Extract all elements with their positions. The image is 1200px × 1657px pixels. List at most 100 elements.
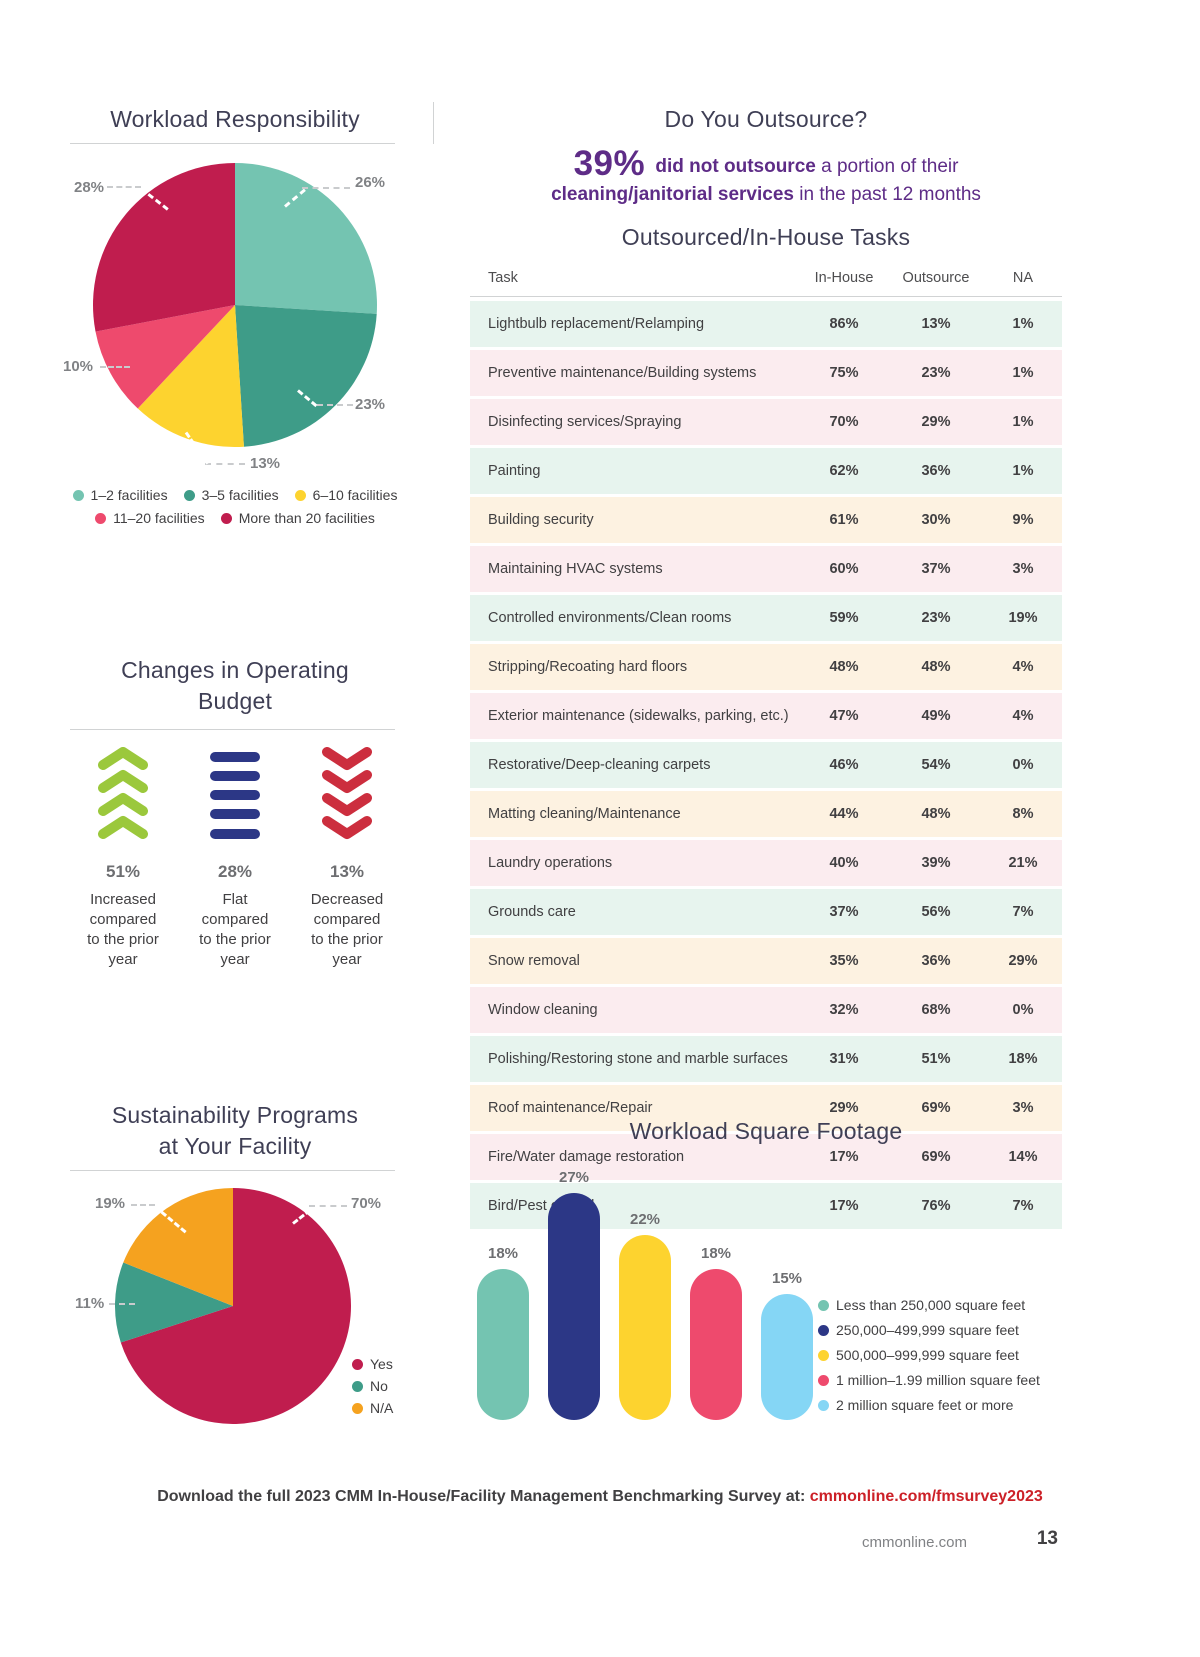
table-row-disinfecting-services-spraying: Disinfecting services/Spraying 70% 29% 1% bbox=[470, 399, 1062, 445]
legend-label: 2 million square feet or more bbox=[836, 1397, 1014, 1413]
legend-label: 11–20 facilities bbox=[113, 510, 205, 526]
chevrons-down-icon bbox=[322, 744, 372, 848]
workload-responsibility-title: Workload Responsibility bbox=[110, 106, 360, 132]
footer-text: Download the full 2023 CMM In-House/Faci… bbox=[157, 1488, 810, 1505]
pie-slice-more-than-20-facilities bbox=[93, 163, 235, 332]
table-row-controlled-environments-clean-rooms: Controlled environments/Clean rooms 59% 23… bbox=[470, 595, 1062, 641]
value-cell: 30% bbox=[921, 512, 951, 528]
do-you-outsource-title: Do You Outsource? bbox=[664, 106, 868, 132]
pie-slice-yes bbox=[120, 1188, 351, 1424]
value-cell: 1% bbox=[1012, 365, 1034, 381]
pie-value-label: 11% bbox=[75, 1295, 105, 1312]
value-cell: 37% bbox=[921, 561, 951, 577]
value-cell: 7% bbox=[1012, 1198, 1034, 1214]
value-cell: 14% bbox=[1008, 1149, 1038, 1165]
legend-dot bbox=[220, 512, 232, 524]
headline-line-2: cleaning/janitorial services in the past… bbox=[470, 181, 1062, 209]
task-cell: Painting bbox=[488, 463, 541, 479]
table-row-building-security: Building security 61% 30% 9% bbox=[470, 497, 1062, 543]
value-cell: 3% bbox=[1012, 561, 1034, 577]
tasks-table-title: Outsourced/In-House Tasks bbox=[621, 224, 911, 250]
value-cell: 4% bbox=[1012, 708, 1034, 724]
legend-label: 1–2 facilities bbox=[90, 487, 168, 503]
legend-dot bbox=[183, 489, 195, 501]
budget-value: 13% bbox=[329, 862, 365, 881]
value-cell: 31% bbox=[829, 1051, 859, 1067]
sustainability-legend: Yes No N/A bbox=[352, 1356, 393, 1416]
task-cell: Building security bbox=[488, 512, 594, 528]
value-cell: 48% bbox=[829, 659, 859, 675]
legend-item-n-a: N/A bbox=[352, 1400, 393, 1416]
value-cell: 70% bbox=[829, 414, 859, 430]
bar-value-label: 18% bbox=[487, 1244, 519, 1262]
value-cell: 46% bbox=[829, 757, 859, 773]
pie-value-label: 23% bbox=[355, 396, 386, 413]
headline-bold: cleaning/janitorial services bbox=[551, 184, 794, 205]
budget-increased: 51% Increased compared to the prior year bbox=[70, 744, 176, 970]
task-cell: Polishing/Restoring stone and marble sur… bbox=[488, 1051, 788, 1067]
value-cell: 39% bbox=[921, 855, 951, 871]
legend-item-500-000-999-999-square-feet: 500,000–999,999 square feet bbox=[818, 1347, 1040, 1363]
footer-link[interactable]: cmmonline.com/fmsurvey2023 bbox=[809, 1488, 1043, 1505]
column-header-na: NA bbox=[1012, 270, 1034, 286]
task-cell: Snow removal bbox=[488, 953, 580, 969]
leader-line bbox=[309, 1205, 347, 1207]
value-cell: 18% bbox=[1008, 1051, 1038, 1067]
value-cell: 3% bbox=[1012, 1100, 1034, 1116]
budget-value: 28% bbox=[217, 862, 253, 881]
bar-500-000-999-999-square-feet: 22% bbox=[614, 1211, 676, 1420]
budget-label: Flat compared to the prior year bbox=[199, 891, 271, 968]
table-row-lightbulb-replacement-relamping: Lightbulb replacement/Relamping 86% 13% 1% bbox=[470, 301, 1062, 347]
legend-label: 6–10 facilities bbox=[312, 487, 398, 503]
task-cell: Grounds care bbox=[488, 904, 576, 920]
bar-2-million-square-feet-or-more: 15% bbox=[756, 1270, 818, 1420]
operating-budget-stats: 51% Increased compared to the prior year… bbox=[70, 744, 400, 970]
legend-dot bbox=[818, 1374, 829, 1386]
column-header-inhouse: In-House bbox=[814, 270, 874, 286]
bar-pill bbox=[548, 1193, 600, 1420]
table-row-maintaining-hvac-systems: Maintaining HVAC systems 60% 37% 3% bbox=[470, 546, 1062, 592]
pie-value-label: 19% bbox=[95, 1195, 126, 1212]
table-row-grounds-care: Grounds care 37% 56% 7% bbox=[470, 889, 1062, 935]
task-cell: Window cleaning bbox=[488, 1002, 598, 1018]
table-header: Task In-House Outsource NA bbox=[470, 262, 1062, 297]
square-footage-title: Workload Square Footage bbox=[629, 1118, 903, 1144]
value-cell: 40% bbox=[829, 855, 859, 871]
value-cell: 60% bbox=[829, 561, 859, 577]
pie-value-label: 28% bbox=[74, 179, 105, 196]
legend-label: 250,000–499,999 square feet bbox=[836, 1322, 1019, 1338]
pie-slice-6-10-facilities bbox=[137, 305, 244, 447]
value-cell: 59% bbox=[829, 610, 859, 626]
pie-value-label: 10% bbox=[63, 358, 94, 375]
table-row-roof-maintenance-repair: Roof maintenance/Repair 29% 69% 3% bbox=[470, 1085, 1062, 1131]
table-row-window-cleaning: Window cleaning 32% 68% 0% bbox=[470, 987, 1062, 1033]
value-cell: 29% bbox=[829, 1100, 859, 1116]
value-cell: 29% bbox=[921, 414, 951, 430]
pie-slice-1-2-facilities bbox=[235, 163, 377, 314]
bar-pill bbox=[761, 1294, 813, 1420]
bar-pill bbox=[619, 1235, 671, 1420]
bar-value-label: 22% bbox=[629, 1211, 661, 1229]
task-cell: Controlled environments/Clean rooms bbox=[488, 610, 732, 626]
value-cell: 36% bbox=[921, 463, 951, 479]
value-cell: 17% bbox=[829, 1149, 859, 1165]
value-cell: 35% bbox=[829, 953, 859, 969]
pie-slice-no bbox=[115, 1262, 233, 1343]
value-cell: 37% bbox=[829, 904, 859, 920]
value-cell: 7% bbox=[1012, 904, 1034, 920]
bar-pill bbox=[477, 1268, 529, 1420]
value-cell: 76% bbox=[921, 1198, 951, 1214]
value-cell: 8% bbox=[1012, 806, 1034, 822]
value-cell: 69% bbox=[921, 1100, 951, 1116]
legend-item-3-5-facilities: 3–5 facilities bbox=[183, 487, 279, 503]
value-cell: 49% bbox=[921, 708, 951, 724]
value-cell: 48% bbox=[921, 806, 951, 822]
leader-line bbox=[109, 1303, 135, 1305]
task-cell: Stripping/Recoating hard floors bbox=[488, 659, 688, 675]
value-cell: 56% bbox=[921, 904, 951, 920]
budget-flat: 28% Flat compared to the prior year bbox=[182, 744, 288, 970]
pie-value-label: 26% bbox=[355, 174, 386, 191]
legend-item-250-000-499-999-square-feet: 250,000–499,999 square feet bbox=[818, 1322, 1040, 1338]
bar-less-than-250-000-square-feet: 18% bbox=[472, 1245, 534, 1420]
title-divider bbox=[70, 143, 395, 144]
